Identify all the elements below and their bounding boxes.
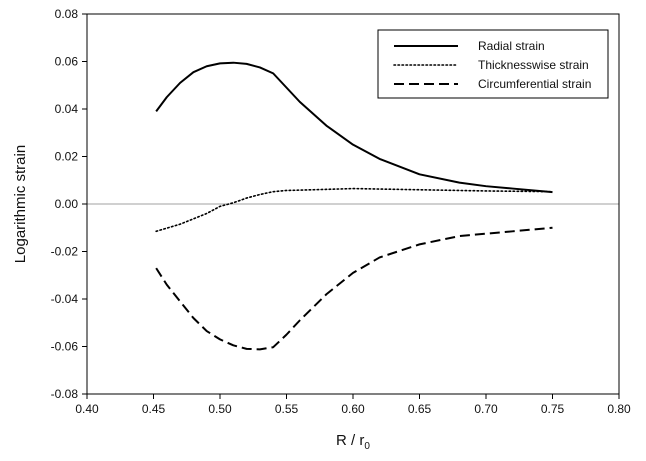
x-tick-label: 0.60 [341,402,365,416]
x-tick-label: 0.40 [75,402,99,416]
x-tick-label: 0.45 [142,402,166,416]
x-tick-label: 0.55 [275,402,299,416]
y-tick-label: -0.02 [51,245,79,259]
y-tick-label: 0.06 [55,55,79,69]
y-tick-label: 0.02 [55,150,79,164]
y-axis-ticks: -0.08 -0.06 -0.04 -0.02 0.00 0.02 0.04 0.06 0.08 [51,7,87,401]
x-axis-ticks: 0.40 0.45 0.50 0.55 0.60 0.65 0.70 0.75 0.80 [75,394,631,416]
x-axis-title-main: R / r [336,432,364,449]
y-tick-label: -0.04 [51,292,79,306]
x-axis-title: R / r0 [336,432,370,452]
series-line-circumferential-strain [155,226,553,351]
series-line-radial-strain [155,61,553,194]
legend-label: Thicknesswise strain [478,58,589,72]
series-line-thicknesswise-strain [155,187,554,233]
y-axis-title: Logarithmic strain [12,145,29,263]
x-tick-label: 0.65 [408,402,432,416]
x-axis-title-subscript: 0 [364,441,370,452]
y-tick-label: 0.00 [55,197,79,211]
legend-box [377,29,609,99]
x-tick-label: 0.75 [541,402,565,416]
legend-label: Radial strain [478,39,545,53]
series-layer [155,61,554,351]
x-tick-label: 0.50 [208,402,232,416]
y-tick-label: 0.08 [55,7,79,21]
y-tick-label: -0.06 [51,340,79,354]
x-tick-label: 0.80 [607,402,631,416]
y-tick-label: -0.08 [51,387,79,401]
y-tick-label: 0.04 [55,102,79,116]
legend-label: Circumferential strain [478,77,591,91]
x-tick-label: 0.70 [474,402,498,416]
legend: Radial strain Thicknesswise strain Circumf… [377,29,609,99]
